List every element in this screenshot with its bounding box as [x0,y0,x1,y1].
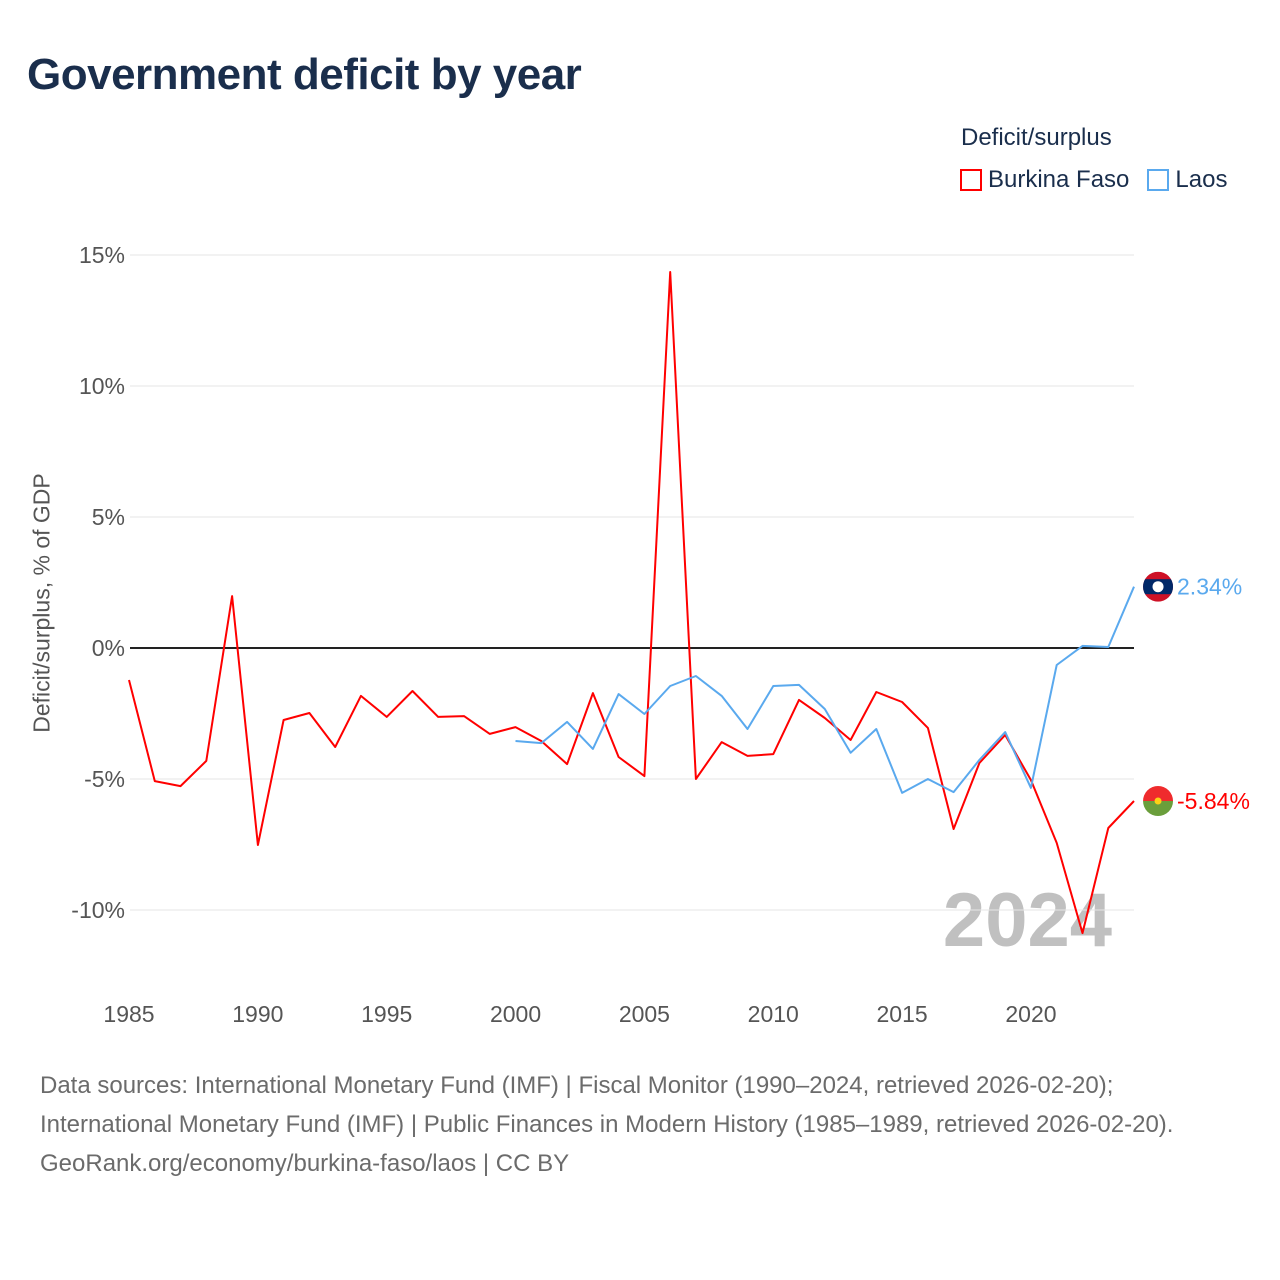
legend-item-laos[interactable]: Laos [1147,166,1227,194]
data-point[interactable] [1079,930,1085,936]
data-point[interactable] [126,677,132,683]
y-tick-label: -5% [84,766,125,792]
x-tick-label: 1990 [232,1001,283,1027]
data-point[interactable] [719,693,725,699]
data-point[interactable] [358,693,364,699]
legend-swatch-burkina-faso [960,169,982,191]
data-point[interactable] [873,726,879,732]
legend-swatch-laos [1147,169,1170,191]
legend-label: Burkina Faso [988,166,1130,193]
y-tick-label: -10% [71,897,125,923]
data-point[interactable] [461,713,467,719]
data-point[interactable] [229,593,235,599]
data-point[interactable] [281,717,287,723]
x-tick-label: 2010 [748,1001,799,1027]
data-point[interactable] [487,731,493,737]
data-point[interactable] [770,751,776,757]
data-point[interactable] [1054,662,1060,668]
data-point[interactable] [641,773,647,779]
data-point[interactable] [951,789,957,795]
data-point[interactable] [693,673,699,679]
x-tick-label: 1995 [361,1001,412,1027]
data-point[interactable] [925,776,931,782]
flag-laos-icon [1143,571,1174,602]
legend: Burkina Faso Laos [960,166,1227,194]
legend-title: Deficit/surplus [961,124,1112,151]
end-value-label: -5.84% [1177,788,1250,814]
data-point[interactable] [178,783,184,789]
data-point[interactable] [306,710,312,716]
data-point[interactable] [744,753,750,759]
data-point[interactable] [899,790,905,796]
data-point[interactable] [1105,644,1111,650]
data-point[interactable] [744,726,750,732]
x-tick-label: 2015 [877,1001,928,1027]
legend-label: Laos [1175,166,1228,193]
y-tick-label: 10% [79,373,125,399]
y-tick-label: 5% [92,504,125,530]
year-watermark: 2024 [943,878,1112,963]
data-point[interactable] [564,719,570,725]
data-point[interactable] [925,725,931,731]
data-point[interactable] [1105,825,1111,831]
data-point[interactable] [951,826,957,832]
data-point[interactable] [667,269,673,275]
credit-link[interactable]: GeoRank.org/economy/burkina-faso/laos | … [40,1150,570,1177]
data-point[interactable] [152,778,158,784]
data-point[interactable] [590,746,596,752]
data-point[interactable] [719,739,725,745]
data-point[interactable] [641,711,647,717]
data-point[interactable] [822,715,828,721]
data-point[interactable] [796,697,802,703]
y-tick-label: 15% [79,242,125,268]
data-point[interactable] [848,750,854,756]
data-point[interactable] [616,691,622,697]
data-point[interactable] [538,740,544,746]
legend-item-burkina-faso[interactable]: Burkina Faso [960,166,1129,194]
data-point[interactable] [976,757,982,763]
data-point[interactable] [513,738,519,744]
data-point[interactable] [770,683,776,689]
data-point[interactable] [848,737,854,743]
data-point[interactable] [693,776,699,782]
data-point[interactable] [1028,785,1034,791]
data-point[interactable] [409,688,415,694]
data-point[interactable] [1131,798,1137,804]
data-point[interactable] [899,699,905,705]
x-tick-label: 1985 [103,1001,154,1027]
data-point[interactable] [255,842,261,848]
end-value-label: 2.34% [1177,574,1242,600]
series-line-laos[interactable] [515,586,1135,794]
data-point[interactable] [822,706,828,712]
x-tick-label: 2005 [619,1001,670,1027]
data-point[interactable] [1054,840,1060,846]
data-point[interactable] [332,744,338,750]
series-line-burkina-faso[interactable] [128,271,1135,935]
y-tick-label: 0% [92,635,125,661]
data-sources: Data sources: International Monetary Fun… [40,1072,1174,1138]
x-tick-label: 2020 [1005,1001,1056,1027]
data-point[interactable] [1002,729,1008,735]
chart-title: Government deficit by year [27,50,582,99]
data-point[interactable] [873,689,879,695]
data-point[interactable] [1131,584,1137,590]
data-point[interactable] [203,758,209,764]
data-point[interactable] [384,714,390,720]
data-point[interactable] [435,714,441,720]
data-point[interactable] [667,683,673,689]
data-point[interactable] [1079,643,1085,649]
data-point[interactable] [564,761,570,767]
x-tick-label: 2000 [490,1001,541,1027]
data-point[interactable] [590,690,596,696]
data-point[interactable] [513,724,519,730]
data-point[interactable] [796,682,802,688]
footer: Data sources: International Monetary Fun… [40,1066,1240,1183]
data-point[interactable] [616,754,622,760]
flag-burkina-faso-icon [1143,786,1174,817]
